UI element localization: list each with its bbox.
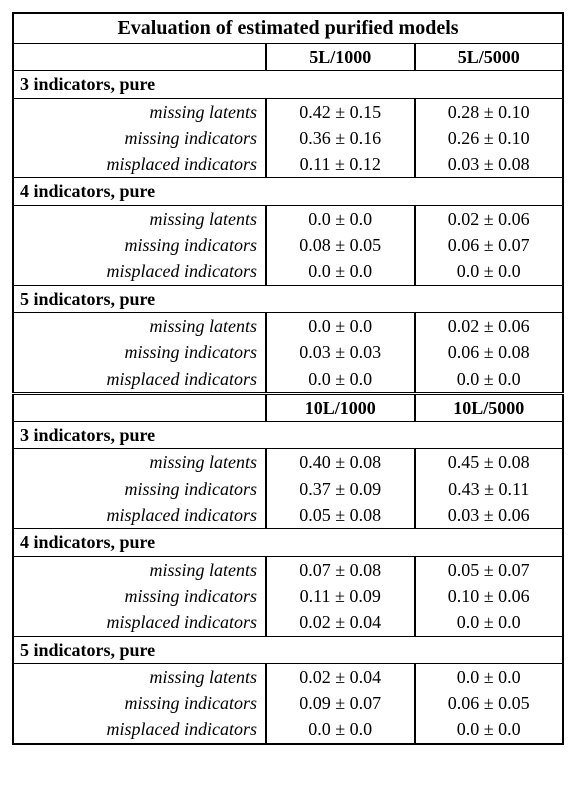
value-cell: 0.0 ± 0.0 bbox=[415, 258, 564, 285]
value-cell: 0.0 ± 0.0 bbox=[415, 663, 564, 690]
metric-label: misplaced indicators bbox=[13, 258, 266, 285]
value-cell: 0.0 ± 0.0 bbox=[415, 716, 564, 743]
metric-label: missing indicators bbox=[13, 232, 266, 258]
value-cell: 0.42 ± 0.15 bbox=[266, 98, 415, 125]
value-cell: 0.08 ± 0.05 bbox=[266, 232, 415, 258]
table-row: missing indicators 0.36 ± 0.16 0.26 ± 0.… bbox=[13, 125, 563, 151]
value-cell: 0.03 ± 0.03 bbox=[266, 339, 415, 365]
value-cell: 0.06 ± 0.05 bbox=[415, 690, 564, 716]
value-cell: 0.03 ± 0.08 bbox=[415, 151, 564, 178]
value-cell: 0.11 ± 0.12 bbox=[266, 151, 415, 178]
value-cell: 0.0 ± 0.0 bbox=[415, 366, 564, 394]
value-cell: 0.07 ± 0.08 bbox=[266, 556, 415, 583]
value-cell: 0.0 ± 0.0 bbox=[266, 716, 415, 743]
table-row: misplaced indicators 0.02 ± 0.04 0.0 ± 0… bbox=[13, 609, 563, 636]
value-cell: 0.0 ± 0.0 bbox=[266, 312, 415, 339]
section-header: 4 indicators, pure bbox=[13, 529, 563, 556]
metric-label: misplaced indicators bbox=[13, 151, 266, 178]
table-row: missing latents 0.40 ± 0.08 0.45 ± 0.08 bbox=[13, 449, 563, 476]
col-header-2: 5L/5000 bbox=[415, 44, 564, 71]
metric-label: misplaced indicators bbox=[13, 502, 266, 529]
value-cell: 0.0 ± 0.0 bbox=[266, 205, 415, 232]
value-cell: 0.45 ± 0.08 bbox=[415, 449, 564, 476]
metric-label: misplaced indicators bbox=[13, 716, 266, 743]
metric-label: missing latents bbox=[13, 663, 266, 690]
blank-cell bbox=[13, 393, 266, 421]
section-header: 4 indicators, pure bbox=[13, 178, 563, 205]
table-row: missing indicators 0.09 ± 0.07 0.06 ± 0.… bbox=[13, 690, 563, 716]
section-header: 3 indicators, pure bbox=[13, 71, 563, 98]
columns-header-top: 5L/1000 5L/5000 bbox=[13, 44, 563, 71]
section-header: 5 indicators, pure bbox=[13, 636, 563, 663]
col-header-2: 10L/5000 bbox=[415, 393, 564, 421]
table-row: missing latents 0.07 ± 0.08 0.05 ± 0.07 bbox=[13, 556, 563, 583]
table-title: Evaluation of estimated purified models bbox=[13, 13, 563, 44]
table-row: missing indicators 0.37 ± 0.09 0.43 ± 0.… bbox=[13, 476, 563, 502]
value-cell: 0.0 ± 0.0 bbox=[266, 366, 415, 394]
metric-label: missing indicators bbox=[13, 476, 266, 502]
metric-label: misplaced indicators bbox=[13, 366, 266, 394]
metric-label: missing latents bbox=[13, 556, 266, 583]
table-row: misplaced indicators 0.0 ± 0.0 0.0 ± 0.0 bbox=[13, 716, 563, 743]
value-cell: 0.26 ± 0.10 bbox=[415, 125, 564, 151]
value-cell: 0.09 ± 0.07 bbox=[266, 690, 415, 716]
value-cell: 0.05 ± 0.08 bbox=[266, 502, 415, 529]
value-cell: 0.0 ± 0.0 bbox=[415, 609, 564, 636]
value-cell: 0.43 ± 0.11 bbox=[415, 476, 564, 502]
columns-header-mid: 10L/1000 10L/5000 bbox=[13, 393, 563, 421]
value-cell: 0.05 ± 0.07 bbox=[415, 556, 564, 583]
value-cell: 0.02 ± 0.06 bbox=[415, 312, 564, 339]
value-cell: 0.02 ± 0.04 bbox=[266, 663, 415, 690]
table-row: missing latents 0.02 ± 0.04 0.0 ± 0.0 bbox=[13, 663, 563, 690]
table-row: missing indicators 0.11 ± 0.09 0.10 ± 0.… bbox=[13, 583, 563, 609]
metric-label: missing indicators bbox=[13, 690, 266, 716]
table-row: missing indicators 0.03 ± 0.03 0.06 ± 0.… bbox=[13, 339, 563, 365]
value-cell: 0.11 ± 0.09 bbox=[266, 583, 415, 609]
blank-cell bbox=[13, 44, 266, 71]
metric-label: missing latents bbox=[13, 312, 266, 339]
col-header-1: 10L/1000 bbox=[266, 393, 415, 421]
table-row: missing latents 0.0 ± 0.0 0.02 ± 0.06 bbox=[13, 205, 563, 232]
value-cell: 0.02 ± 0.04 bbox=[266, 609, 415, 636]
metric-label: missing indicators bbox=[13, 339, 266, 365]
metric-label: missing indicators bbox=[13, 583, 266, 609]
section-header: 5 indicators, pure bbox=[13, 285, 563, 312]
table-row: misplaced indicators 0.05 ± 0.08 0.03 ± … bbox=[13, 502, 563, 529]
value-cell: 0.10 ± 0.06 bbox=[415, 583, 564, 609]
value-cell: 0.36 ± 0.16 bbox=[266, 125, 415, 151]
table-row: misplaced indicators 0.0 ± 0.0 0.0 ± 0.0 bbox=[13, 366, 563, 394]
table-row: missing indicators 0.08 ± 0.05 0.06 ± 0.… bbox=[13, 232, 563, 258]
table-row: missing latents 0.0 ± 0.0 0.02 ± 0.06 bbox=[13, 312, 563, 339]
table-row: misplaced indicators 0.0 ± 0.0 0.0 ± 0.0 bbox=[13, 258, 563, 285]
value-cell: 0.02 ± 0.06 bbox=[415, 205, 564, 232]
value-cell: 0.06 ± 0.07 bbox=[415, 232, 564, 258]
metric-label: missing latents bbox=[13, 449, 266, 476]
value-cell: 0.0 ± 0.0 bbox=[266, 258, 415, 285]
value-cell: 0.40 ± 0.08 bbox=[266, 449, 415, 476]
section-header: 3 indicators, pure bbox=[13, 422, 563, 449]
metric-label: missing latents bbox=[13, 205, 266, 232]
value-cell: 0.03 ± 0.06 bbox=[415, 502, 564, 529]
value-cell: 0.06 ± 0.08 bbox=[415, 339, 564, 365]
value-cell: 0.37 ± 0.09 bbox=[266, 476, 415, 502]
col-header-1: 5L/1000 bbox=[266, 44, 415, 71]
table-row: misplaced indicators 0.11 ± 0.12 0.03 ± … bbox=[13, 151, 563, 178]
value-cell: 0.28 ± 0.10 bbox=[415, 98, 564, 125]
table-row: missing latents 0.42 ± 0.15 0.28 ± 0.10 bbox=[13, 98, 563, 125]
metric-label: missing latents bbox=[13, 98, 266, 125]
metric-label: missing indicators bbox=[13, 125, 266, 151]
purified-models-table: Evaluation of estimated purified models … bbox=[12, 12, 564, 745]
metric-label: misplaced indicators bbox=[13, 609, 266, 636]
